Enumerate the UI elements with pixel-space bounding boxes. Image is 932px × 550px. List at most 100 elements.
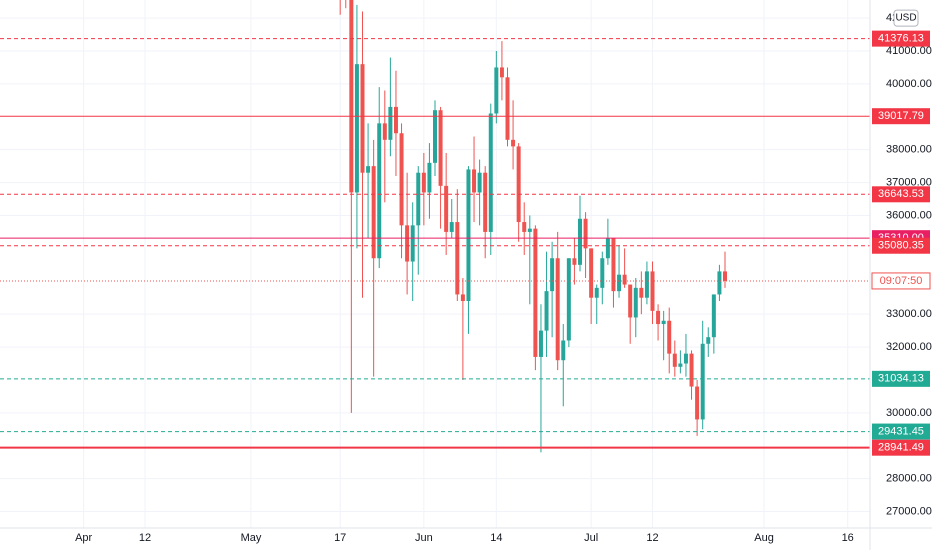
- candle-body: [472, 169, 477, 193]
- candle-body: [583, 218, 588, 249]
- level-label-box: [872, 423, 930, 440]
- candle-body: [393, 106, 398, 134]
- x-tick-label: 12: [139, 532, 151, 544]
- candle-body: [477, 172, 482, 193]
- candle-body: [460, 294, 465, 302]
- x-tick-label: Jun: [415, 532, 433, 544]
- candle-body: [594, 287, 599, 298]
- candle-body: [650, 271, 655, 311]
- level-label: 39017.79: [878, 110, 924, 122]
- candle-body: [444, 185, 449, 232]
- x-tick-label: May: [241, 532, 262, 544]
- y-tick-label: 33000.00: [886, 308, 932, 320]
- candle-body: [683, 353, 688, 364]
- candle-body: [628, 284, 633, 318]
- candle-body: [667, 320, 672, 354]
- candle-body: [600, 258, 605, 288]
- candle-body: [538, 330, 543, 357]
- candle-body: [550, 258, 555, 292]
- level-label-box: [872, 108, 930, 125]
- candle-body: [689, 353, 694, 387]
- candle-body: [572, 258, 577, 265]
- candle-body: [700, 343, 705, 420]
- x-tick-label: 16: [842, 532, 854, 544]
- x-tick-label: 12: [646, 532, 658, 544]
- candle-body: [377, 123, 382, 259]
- candle-body: [399, 133, 404, 226]
- candle-body: [711, 294, 716, 338]
- y-tick-label: 40000.00: [886, 78, 932, 90]
- candle-body: [578, 218, 582, 265]
- y-tick-label: 27000.00: [886, 505, 932, 517]
- candle-body: [438, 110, 443, 186]
- x-tick-label: Apr: [75, 532, 92, 544]
- y-tick-label: 28000.00: [886, 473, 932, 485]
- candle-body: [527, 228, 532, 232]
- candle-body: [633, 287, 638, 318]
- candle-body: [656, 310, 661, 325]
- level-label: 36643.53: [878, 188, 924, 200]
- candle-body: [494, 67, 499, 114]
- candle-body: [466, 169, 471, 302]
- candle-body: [544, 291, 549, 331]
- countdown: 09:07:50: [880, 275, 923, 287]
- y-tick-label: 38000.00: [886, 144, 932, 156]
- candle-body: [516, 146, 521, 223]
- candle-body: [354, 64, 359, 193]
- candle-body: [488, 113, 493, 232]
- candle-body: [661, 320, 666, 325]
- candle-body: [382, 123, 387, 140]
- currency-box: [893, 9, 919, 27]
- candle-body: [388, 106, 393, 140]
- candle-body: [566, 258, 571, 341]
- candle-body: [416, 172, 421, 226]
- candle-body: [533, 228, 538, 357]
- candle-body: [522, 222, 527, 232]
- candle-body: [505, 77, 510, 140]
- candle-body: [605, 238, 610, 259]
- levels: 41376.1339017.7936643.5335310.0035080.35…: [0, 30, 931, 456]
- x-tick-label: 14: [490, 532, 502, 544]
- candle-body: [672, 353, 677, 367]
- candle-body: [644, 271, 649, 298]
- candle-body: [421, 172, 426, 193]
- level-label-box: [872, 237, 930, 254]
- candle-body: [427, 162, 432, 193]
- candle-body: [405, 225, 410, 262]
- candle-body: [410, 225, 415, 262]
- x-tick-label: Jul: [584, 532, 598, 544]
- candle-body: [723, 271, 727, 281]
- y-tick-label: 37000.00: [886, 176, 932, 188]
- candle-body: [449, 222, 454, 232]
- candle-body: [511, 139, 516, 147]
- candle-body: [360, 64, 365, 173]
- candle-body: [483, 172, 488, 232]
- candle-body: [695, 386, 700, 420]
- x-tick-label: Aug: [754, 532, 774, 544]
- candle-body: [589, 248, 594, 298]
- countdown-box: [871, 272, 931, 290]
- candle-body: [639, 287, 644, 298]
- candle-body: [366, 166, 371, 173]
- level-label-box: [872, 439, 930, 456]
- level-label-box: [872, 370, 930, 387]
- candle-body: [371, 166, 376, 259]
- level-label: 28941.49: [878, 442, 924, 454]
- y-tick-label: 30000.00: [886, 407, 932, 419]
- candle-body: [561, 340, 566, 361]
- candle-body: [611, 238, 616, 292]
- x-tick-label: 17: [334, 532, 346, 544]
- currency: USD: [895, 13, 916, 24]
- candle-body: [717, 271, 722, 295]
- candle-body: [499, 67, 504, 78]
- y-tick-label: 41000.00: [886, 45, 932, 57]
- level-label: 41376.13: [878, 33, 924, 45]
- candle-body: [706, 337, 711, 344]
- level-label: 31034.13: [878, 373, 924, 385]
- level-label-box: [872, 186, 930, 203]
- level-label-box: [872, 30, 930, 47]
- y-tick-label: 32000.00: [886, 341, 932, 353]
- level-label: 35080.35: [878, 240, 924, 252]
